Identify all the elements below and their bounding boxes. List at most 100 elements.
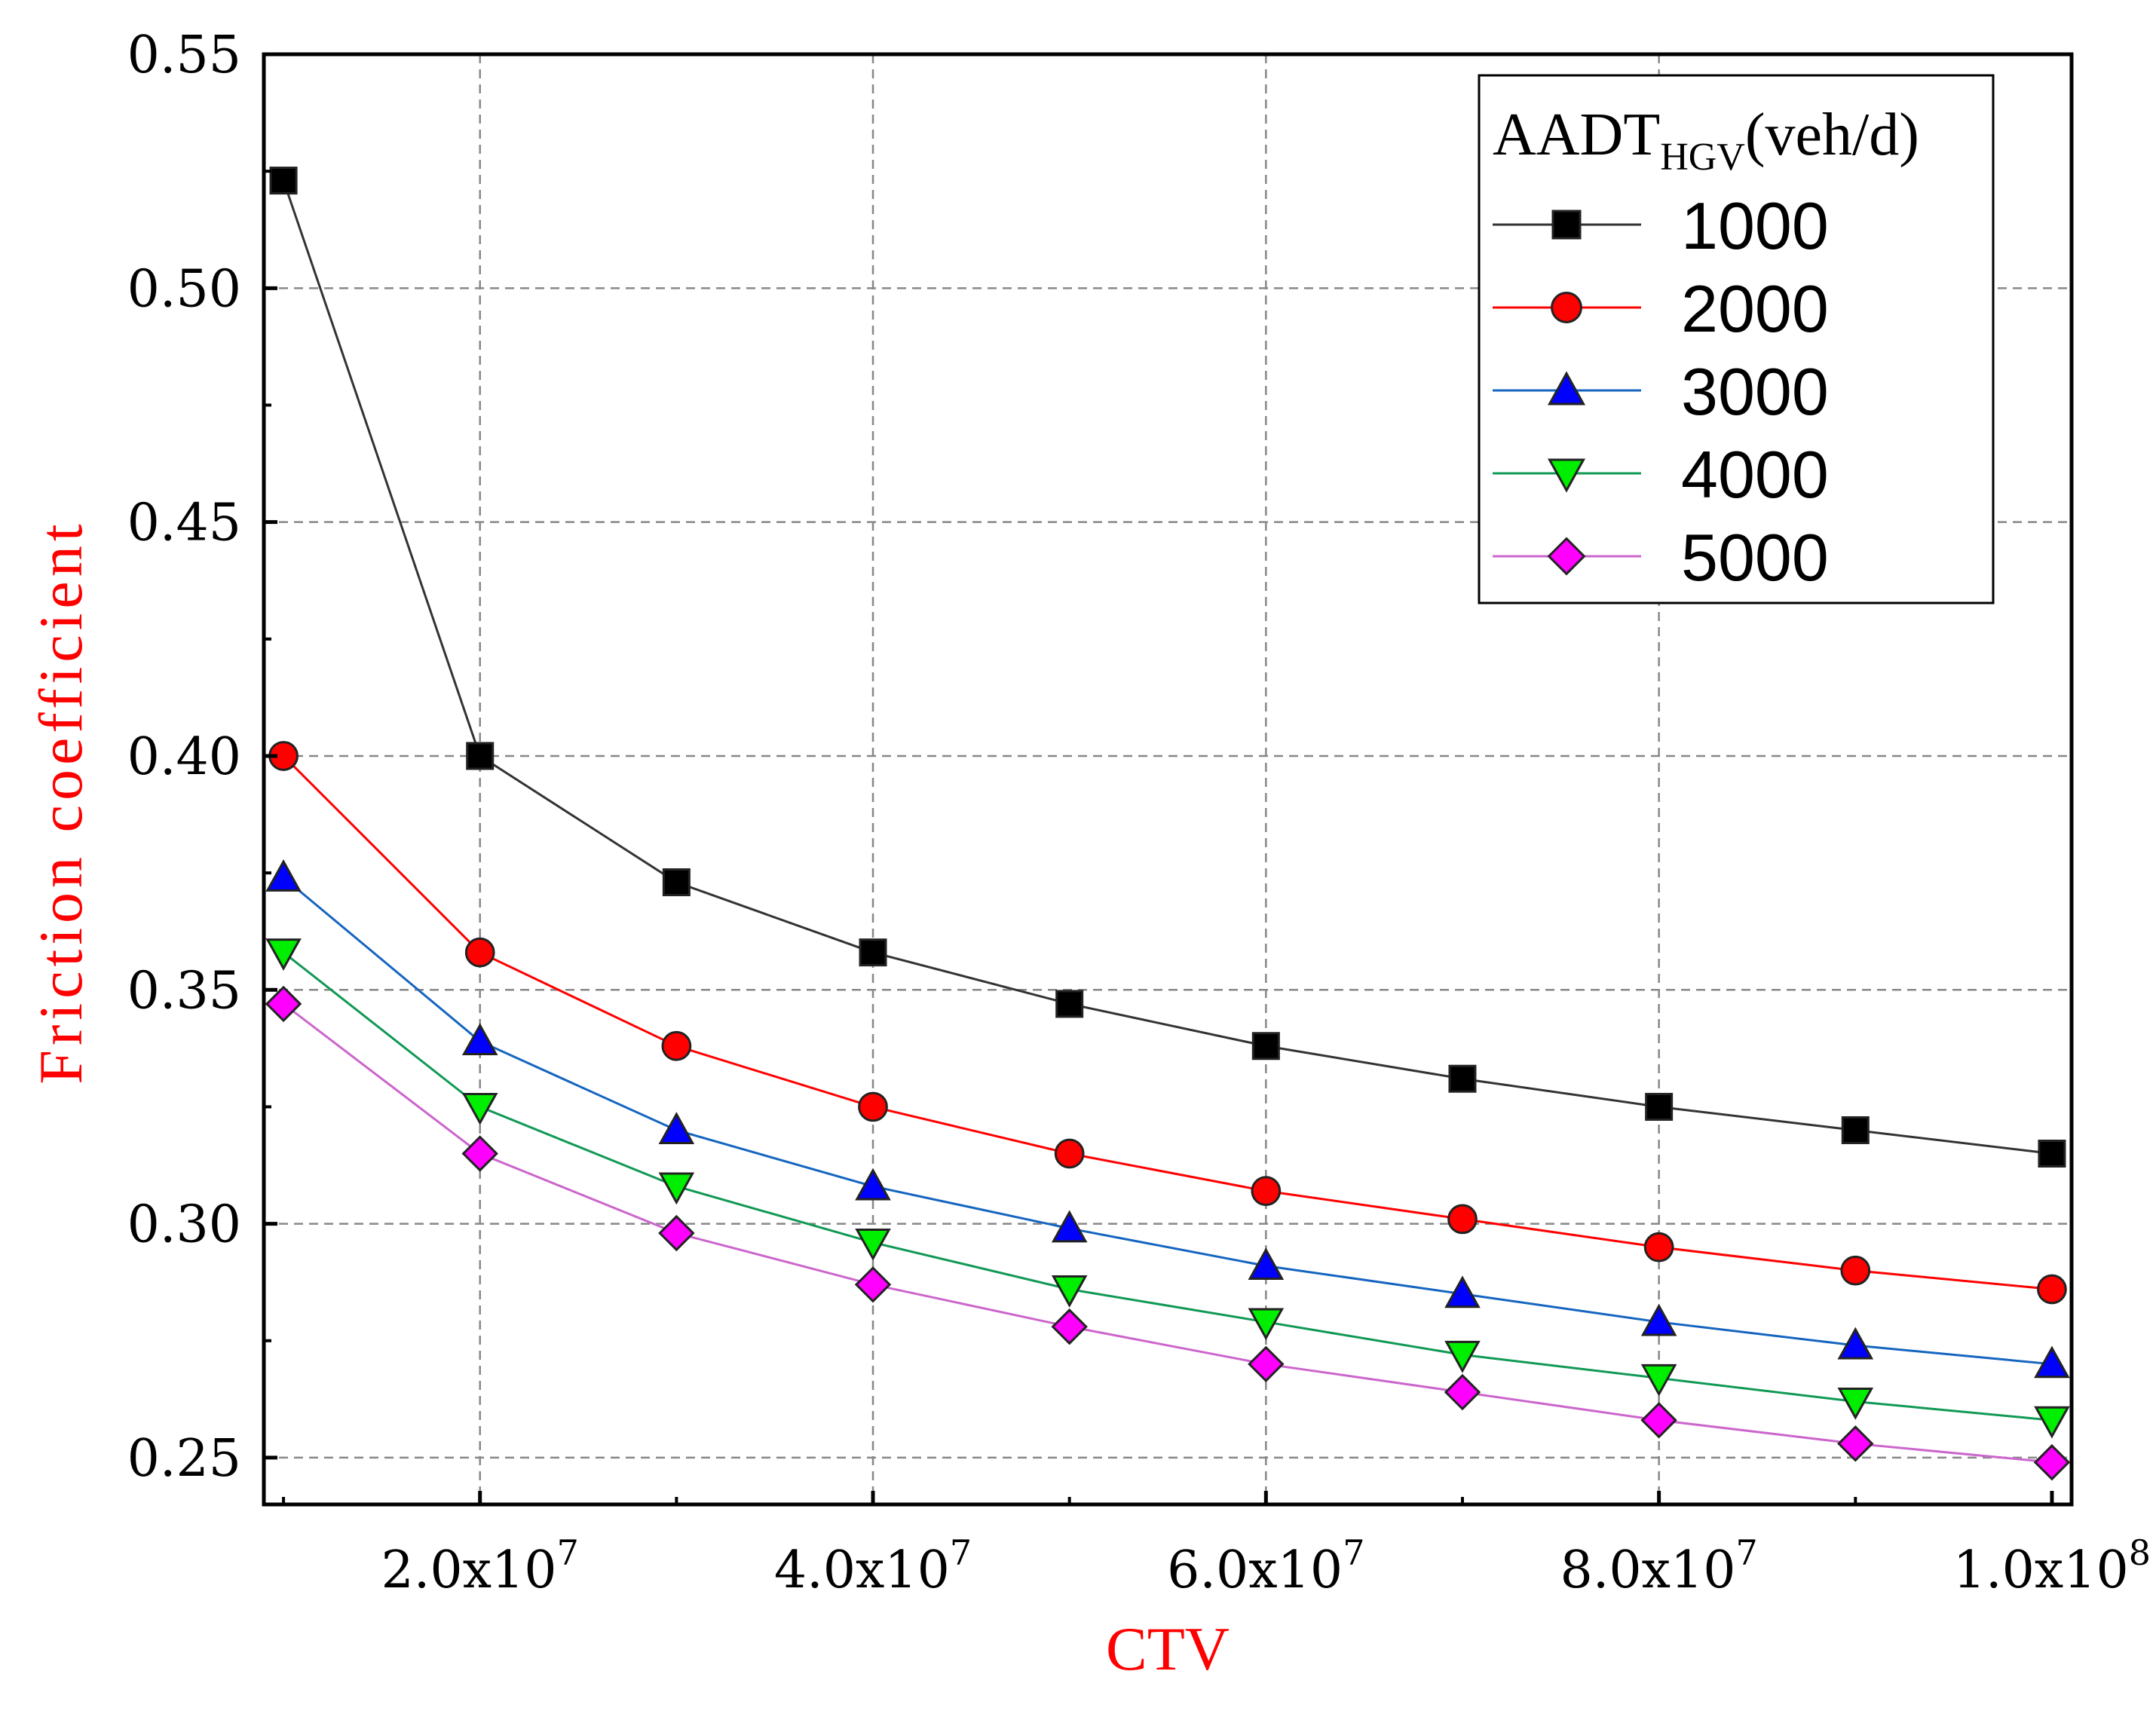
- series-2000: [268, 741, 2067, 1305]
- plot-frame: [262, 52, 2074, 1507]
- data-point: [1051, 1275, 1088, 1308]
- legend-box: [1478, 74, 1995, 604]
- y-tick-label: 0.35: [127, 961, 241, 1021]
- data-point: [1055, 990, 1084, 1018]
- legend-label: 5000: [1681, 520, 1829, 595]
- series-line: [283, 754, 2053, 1290]
- x-axis-title: CTV: [1106, 1614, 1230, 1683]
- data-point: [1054, 1138, 1085, 1169]
- data-point: [1444, 1373, 1481, 1411]
- legend-item-1000: 1000: [1493, 188, 1829, 263]
- x-tick-label: 6.0x107: [1167, 1532, 1364, 1600]
- series-3000: [265, 858, 2070, 1379]
- data-point: [1645, 1092, 1674, 1121]
- legend-marker: [1551, 210, 1582, 240]
- series-line: [283, 951, 2053, 1422]
- legend-marker: [1547, 458, 1586, 493]
- y-axis-title: Friction coefficient: [26, 519, 95, 1084]
- data-point: [461, 1135, 498, 1172]
- data-point: [464, 937, 495, 968]
- x-tick-exponent: 7: [1343, 1532, 1364, 1573]
- x-tick-label: 2.0x107: [381, 1532, 579, 1600]
- data-point: [858, 1091, 888, 1122]
- data-point: [854, 1266, 892, 1303]
- data-point: [1248, 1308, 1285, 1341]
- data-point: [2037, 1274, 2067, 1305]
- legend-title-main: AADT: [1493, 102, 1660, 168]
- legend-marker: [1547, 371, 1586, 406]
- x-tick-mantissa: 4.0x10: [774, 1541, 950, 1600]
- legend-title: AADTHGV(veh/d): [1493, 102, 1919, 179]
- data-point: [1643, 1232, 1674, 1262]
- data-point: [658, 1112, 695, 1144]
- data-point: [1640, 1364, 1677, 1397]
- x-tick-exponent: 8: [2129, 1532, 2151, 1573]
- data-point: [1837, 1327, 1874, 1360]
- data-point: [859, 938, 887, 967]
- data-point: [1444, 1275, 1481, 1308]
- x-tick-label: 1.0x108: [1953, 1532, 2151, 1600]
- data-point: [461, 1092, 498, 1125]
- series-line: [283, 1002, 2053, 1464]
- x-tick-label: 8.0x107: [1560, 1532, 1757, 1600]
- legend-title-suffix: (veh/d): [1745, 102, 1919, 168]
- data-point: [1837, 1425, 1874, 1462]
- legend-marker: [1551, 292, 1582, 323]
- data-point: [855, 1168, 891, 1201]
- legend-label: 2000: [1681, 271, 1829, 346]
- series-layer: [265, 167, 2071, 1481]
- data-point: [1051, 1210, 1088, 1243]
- data-point: [1448, 1064, 1477, 1093]
- legend-label: 1000: [1681, 188, 1829, 263]
- data-point: [265, 858, 302, 892]
- data-point: [269, 167, 298, 195]
- data-point: [265, 985, 302, 1023]
- legend-item-5000: 5000: [1493, 520, 1829, 595]
- data-point: [1841, 1116, 1870, 1144]
- data-point: [1840, 1255, 1871, 1286]
- legend-label: 3000: [1681, 354, 1829, 429]
- data-point: [1251, 1032, 1280, 1060]
- data-point: [265, 938, 302, 971]
- data-point: [466, 742, 495, 770]
- data-point: [1640, 1402, 1677, 1439]
- data-point: [2038, 1140, 2066, 1168]
- x-tick-mantissa: 1.0x10: [1953, 1541, 2129, 1600]
- data-point: [2034, 1406, 2070, 1439]
- data-point: [2034, 1345, 2070, 1379]
- data-point: [662, 868, 691, 897]
- legend-item-4000: 4000: [1493, 437, 1829, 512]
- legend-label: 4000: [1681, 437, 1829, 512]
- series-1000: [269, 167, 2066, 1168]
- x-tick-mantissa: 8.0x10: [1560, 1541, 1735, 1600]
- legend-item-2000: 2000: [1493, 271, 1829, 346]
- x-tick-mantissa: 6.0x10: [1167, 1541, 1343, 1600]
- data-point: [2033, 1443, 2071, 1481]
- tick-labels: 0.250.300.350.400.450.500.552.0x107 4.0x1…: [127, 26, 2151, 1600]
- series-5000: [265, 985, 2071, 1481]
- data-point: [1444, 1340, 1481, 1373]
- x-tick-exponent: 7: [557, 1532, 579, 1573]
- series-line: [282, 180, 2053, 1155]
- x-tick-label: 4.0x107: [774, 1532, 972, 1600]
- y-tick-label: 0.55: [127, 26, 241, 85]
- data-point: [658, 1172, 695, 1205]
- data-point: [1051, 1308, 1088, 1345]
- legend-item-3000: 3000: [1493, 354, 1829, 429]
- legend: AADTHGV(veh/d) 1000 2000 3000 4000 5000: [1478, 74, 1995, 604]
- legend-title-sub: HGV: [1660, 136, 1745, 179]
- y-tick-label: 0.50: [127, 259, 241, 319]
- data-point: [855, 1228, 891, 1261]
- data-point: [1248, 1247, 1285, 1280]
- data-point: [658, 1214, 695, 1252]
- y-tick-label: 0.30: [127, 1195, 241, 1255]
- x-tick-mantissa: 2.0x10: [381, 1541, 557, 1600]
- y-tick-label: 0.45: [127, 494, 241, 553]
- series-4000: [265, 938, 2070, 1439]
- legend-marker: [1547, 537, 1586, 576]
- data-point: [1640, 1303, 1677, 1336]
- data-point: [661, 1030, 692, 1061]
- data-point: [1837, 1387, 1874, 1420]
- ticks: [264, 52, 2054, 1504]
